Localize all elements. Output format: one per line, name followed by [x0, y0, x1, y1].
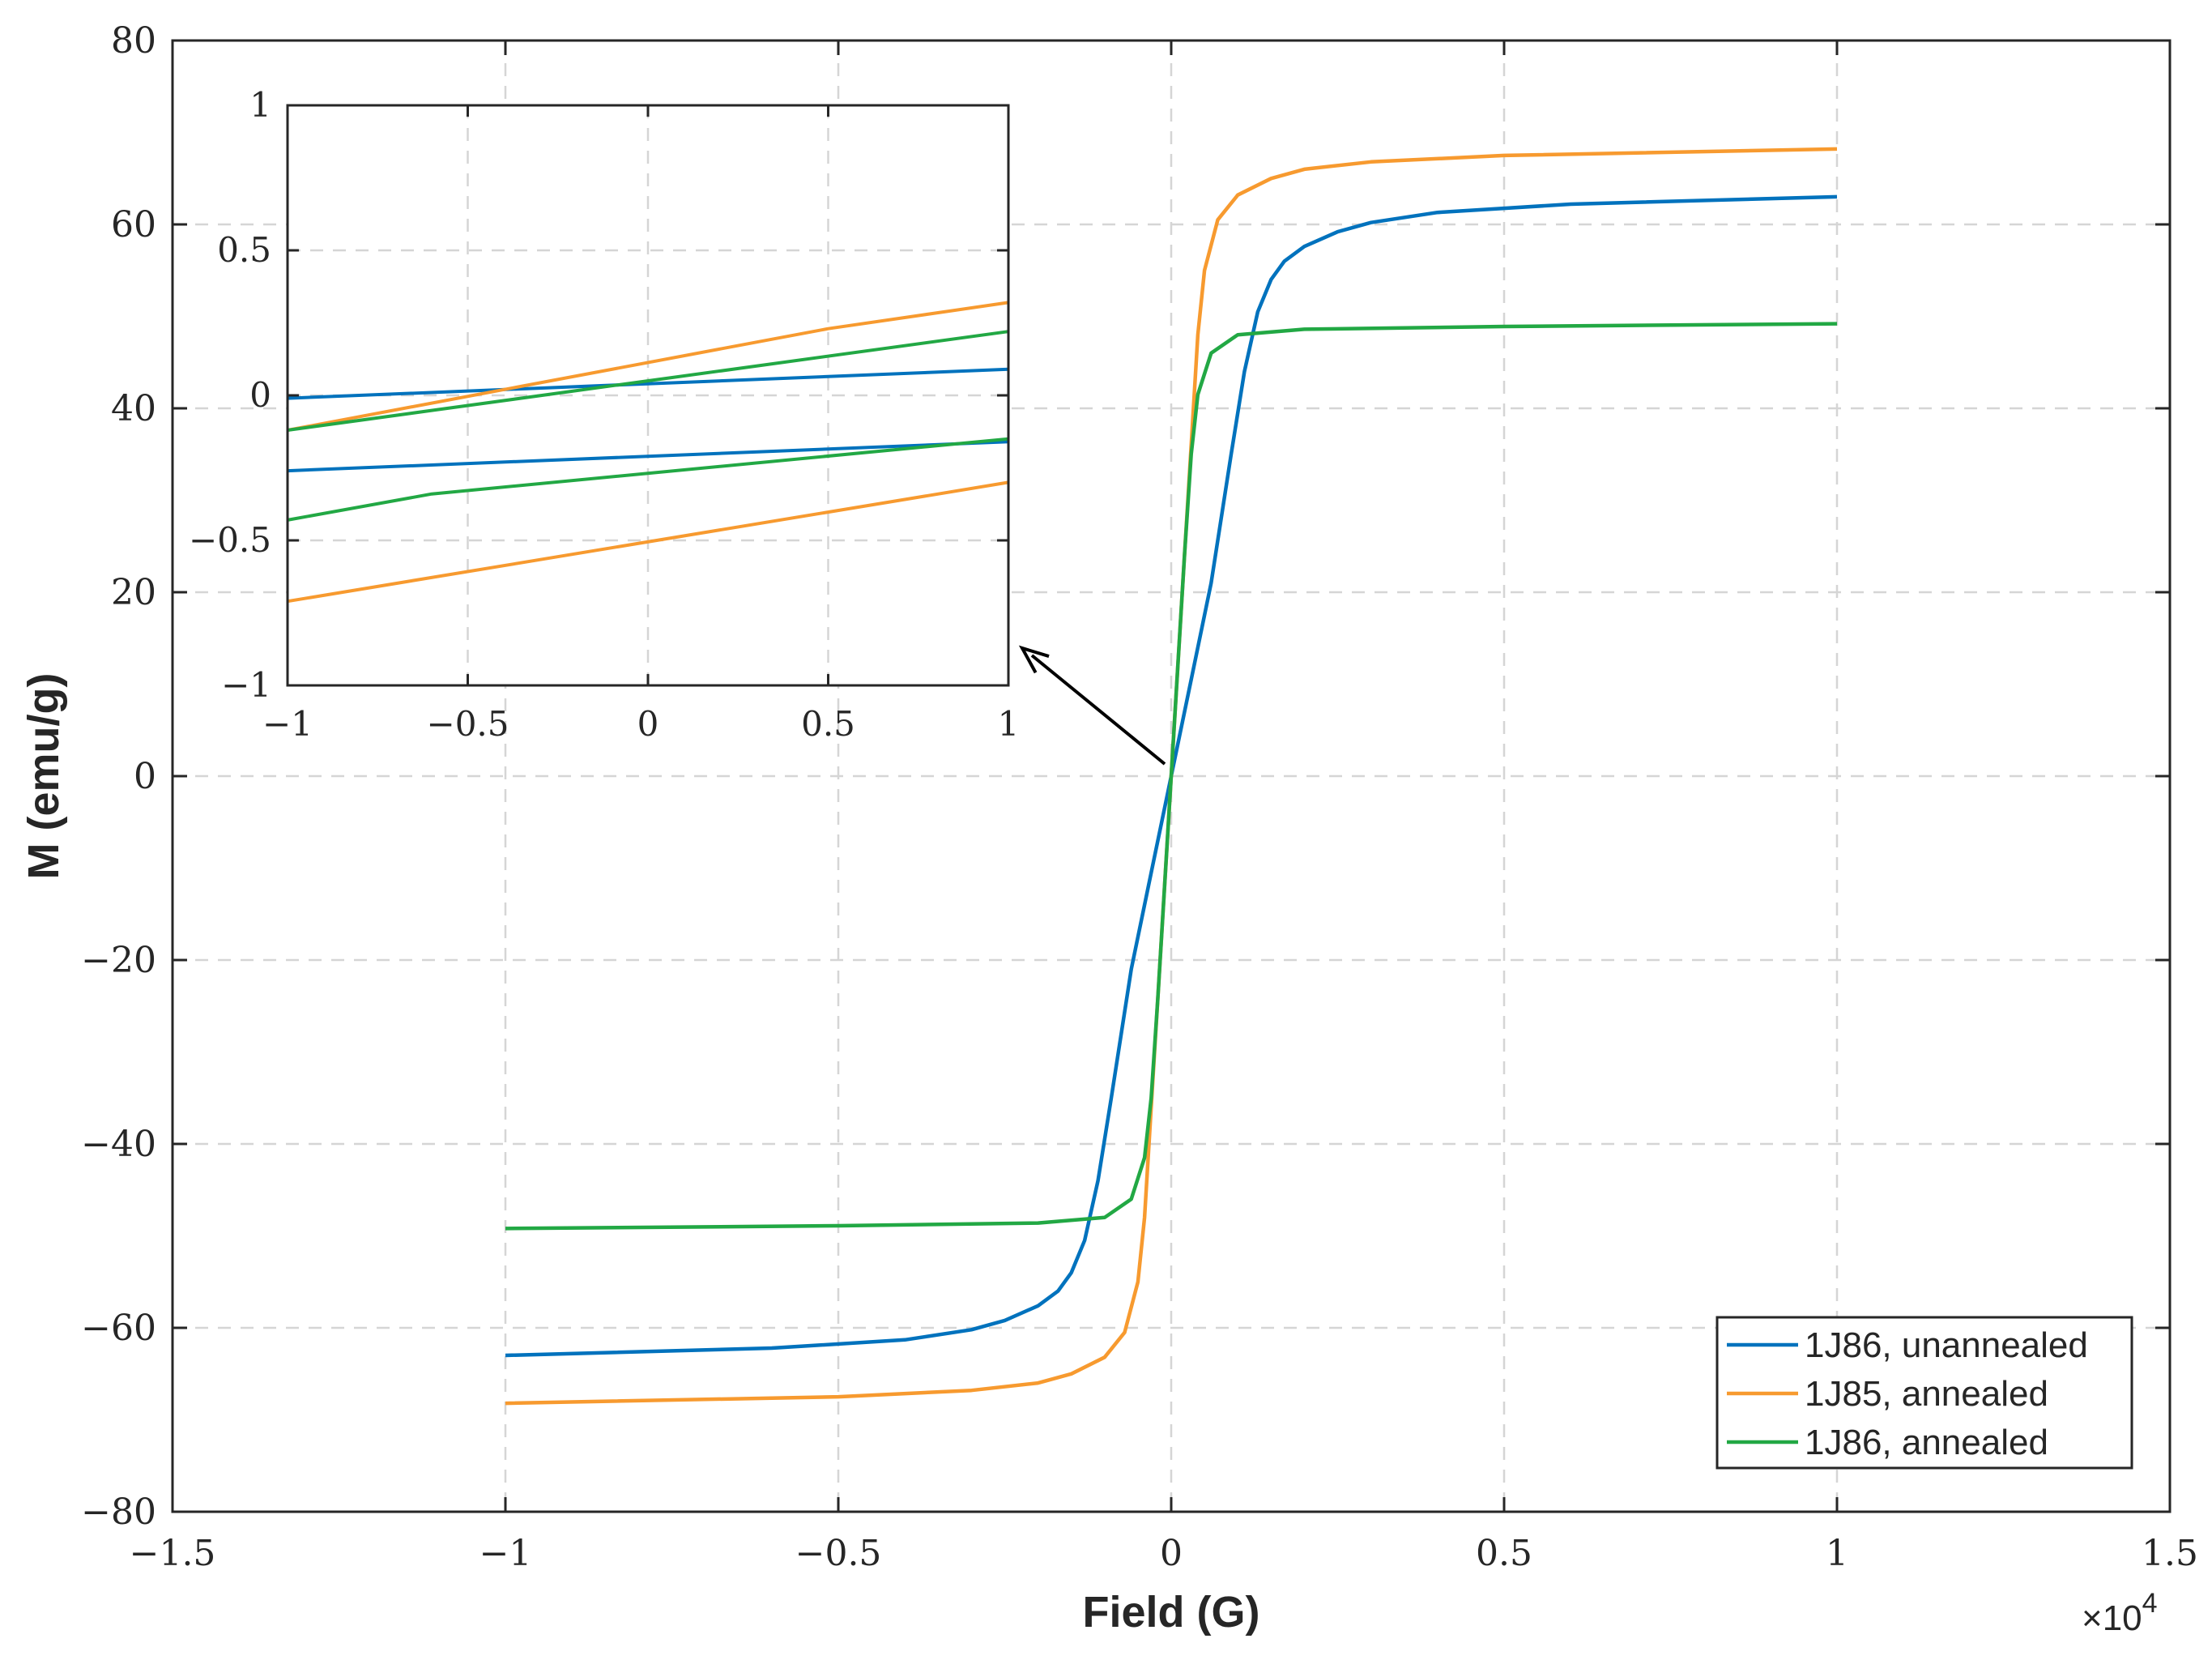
main-ticks: −1.5 −1 −0.5 0 0.5 1 1.5 80 60 40 20 0 −20 −40 −60 −80 — [81, 20, 2198, 1574]
x-tick-label: −1.5 — [130, 1533, 216, 1574]
legend: 1J86, unannealed 1J85, annealed 1J86, anne… — [1715, 1316, 2133, 1470]
inset-ticks: −1 −0.5 0 0.5 1 1 0.5 0 −0.5 −1 — [189, 85, 1019, 744]
inset-y-tick-label: −1 — [221, 665, 271, 705]
zoom-arrow — [1018, 645, 1166, 766]
series-line-3 — [505, 322, 1838, 1231]
inset-y-tick-label: 0 — [249, 375, 271, 415]
arrow-shaft — [1030, 654, 1166, 766]
x-tick-label: 0.5 — [1476, 1533, 1532, 1574]
arrow-head — [1018, 645, 1050, 674]
inset-series — [287, 301, 1009, 604]
x-axis-label: Field (G) — [1083, 1588, 1260, 1637]
inset-x-tick-label: 0 — [637, 704, 659, 744]
inset-series-line-1 — [287, 367, 1009, 400]
y-tick-label: 40 — [111, 388, 156, 429]
y-tick-label: 20 — [111, 572, 156, 613]
inset-x-tick-label: −0.5 — [427, 704, 509, 744]
legend-label: 1J85, annealed — [1805, 1374, 2048, 1414]
inset-x-tick-label: 0.5 — [801, 704, 855, 744]
y-tick-label: −60 — [81, 1308, 156, 1349]
inset-y-tick-label: 0.5 — [217, 230, 271, 270]
y-tick-label: −20 — [81, 940, 156, 981]
x-axis-multiplier: ×104 — [2082, 1588, 2158, 1638]
main-series — [505, 147, 1838, 1406]
inset-series-line-2 — [287, 440, 1009, 473]
y-tick-label: 0 — [134, 756, 156, 797]
x-axis-multiplier-base: ×10 — [2082, 1598, 2142, 1638]
inset-series-line-5 — [287, 330, 1009, 432]
inset-series-line-4 — [287, 480, 1009, 604]
y-tick-label: 60 — [111, 204, 156, 245]
x-tick-label: 0 — [1160, 1533, 1183, 1574]
inset-x-tick-label: −1 — [262, 704, 313, 744]
inset-y-tick-label: 1 — [249, 85, 271, 125]
x-tick-label: 1.5 — [2142, 1533, 2198, 1574]
x-tick-label: 1 — [1826, 1533, 1848, 1574]
x-tick-label: −0.5 — [795, 1533, 882, 1574]
inset-x-tick-label: 1 — [998, 704, 1020, 744]
legend-label: 1J86, annealed — [1805, 1423, 2048, 1462]
y-tick-label: 80 — [111, 20, 156, 62]
legend-label: 1J86, unannealed — [1805, 1325, 2088, 1365]
y-tick-label: −40 — [81, 1124, 156, 1165]
x-axis-multiplier-exponent: 4 — [2142, 1588, 2158, 1619]
inset-y-tick-label: −0.5 — [189, 520, 271, 560]
inset-series-line-3 — [287, 301, 1009, 432]
y-axis-label: M (emu/g) — [19, 673, 68, 880]
x-tick-label: −1 — [479, 1533, 532, 1574]
inset-series-line-6 — [287, 437, 1009, 522]
inset-grid — [288, 105, 1008, 685]
y-tick-label: −80 — [81, 1491, 156, 1533]
